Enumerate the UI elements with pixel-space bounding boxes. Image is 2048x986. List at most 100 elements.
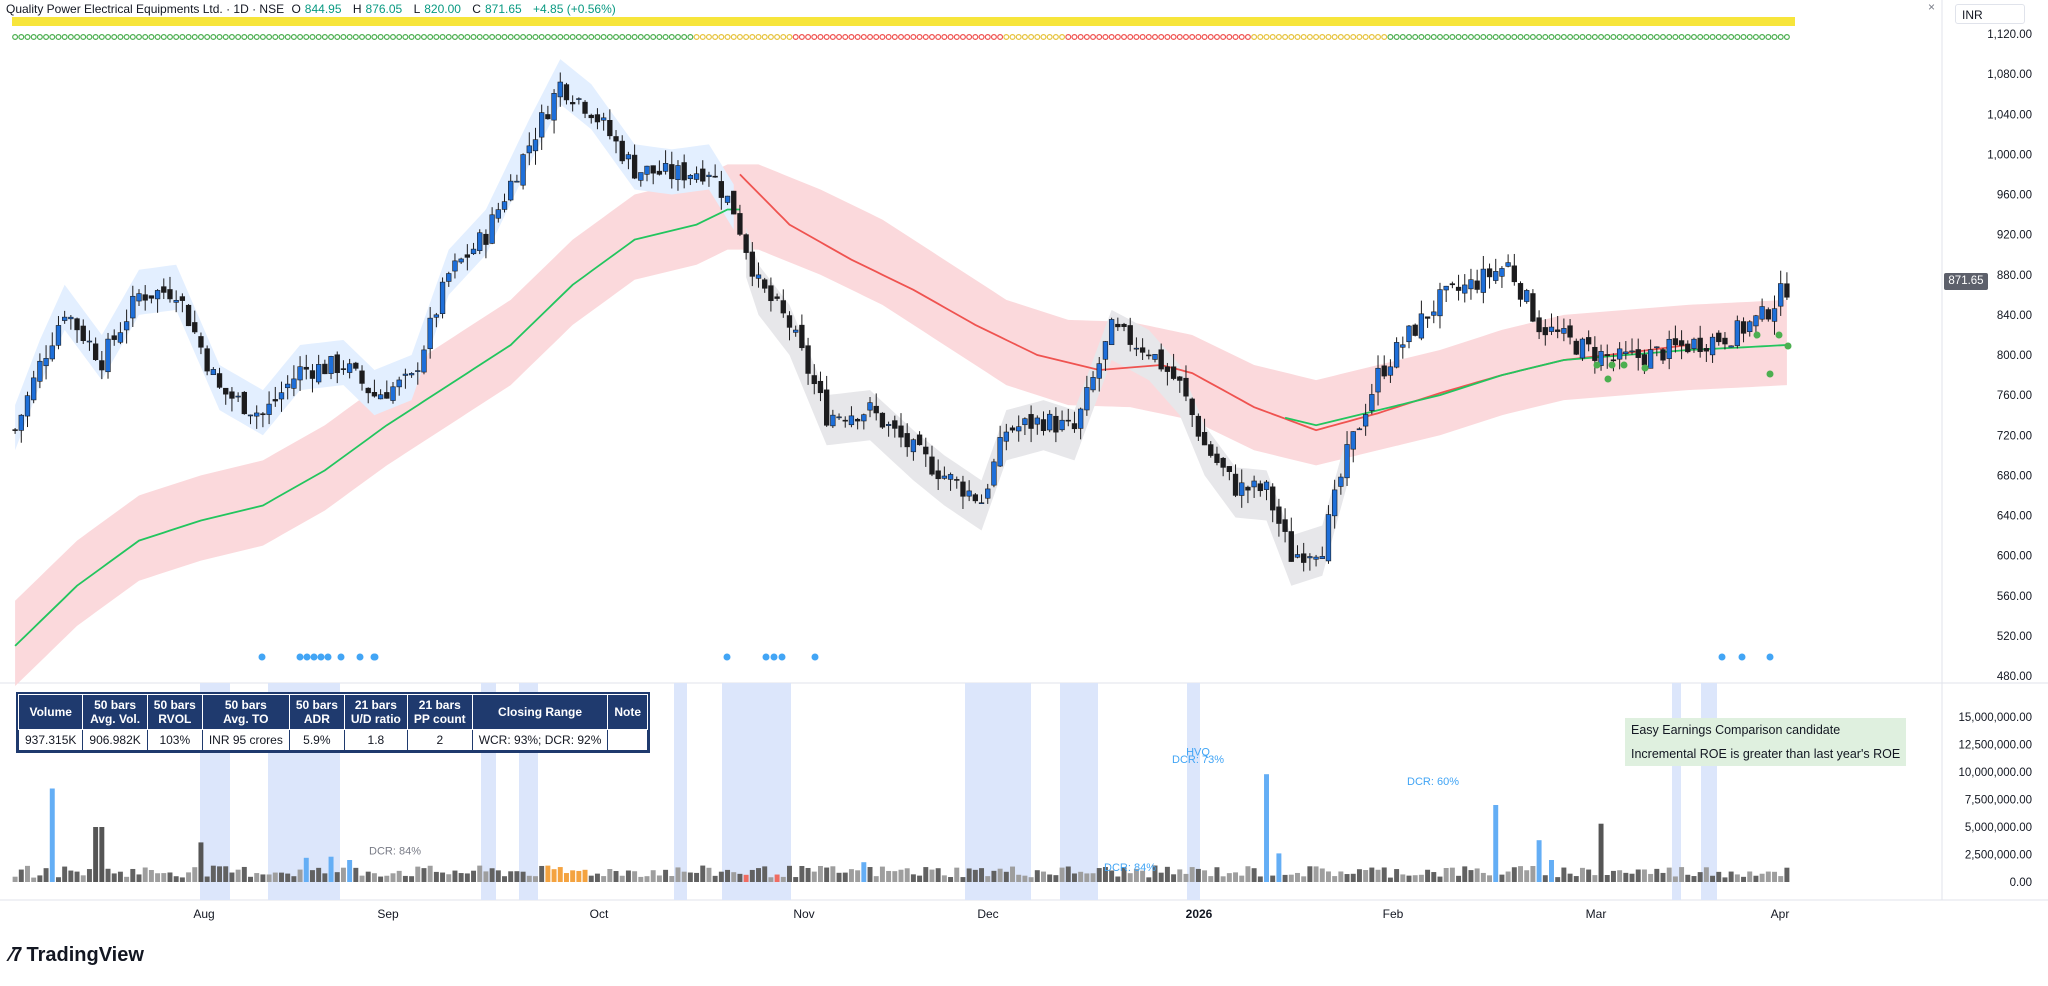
candle-body-192 [1201, 431, 1208, 446]
price-tick-8: 800.00 [1997, 350, 2032, 362]
status-dot-222 [1387, 33, 1394, 40]
candle-body-110 [693, 173, 700, 180]
candle-body-89 [563, 84, 570, 101]
volume-bar-245 [1530, 866, 1536, 882]
status-dot-142 [891, 33, 898, 40]
candle-body-271 [1691, 338, 1697, 349]
volume-bar-110 [694, 872, 700, 882]
status-dot-262 [1635, 33, 1642, 40]
status-dot-201 [1257, 33, 1264, 40]
status-dot-190 [1189, 33, 1196, 40]
volume-bar-262 [1635, 869, 1641, 882]
volume-bar-159 [997, 868, 1003, 882]
close-label: C [472, 2, 481, 16]
status-dot-141 [885, 33, 892, 40]
volume-bar-143 [898, 869, 904, 882]
candle-body-95 [600, 117, 607, 121]
status-dot-264 [1647, 33, 1654, 40]
status-dot-250 [1560, 33, 1567, 40]
status-dot-149 [935, 33, 942, 40]
candle-body-8 [62, 316, 68, 321]
candle-body-229 [1431, 311, 1437, 316]
candle-body-53 [340, 368, 347, 370]
candle-body-243 [1517, 283, 1524, 300]
volume-bar-238 [1487, 875, 1493, 882]
volume-bar-153 [960, 877, 966, 882]
status-dot-46 [297, 33, 304, 40]
status-dot-48 [309, 33, 316, 40]
status-dot-18 [123, 33, 130, 40]
volume-bar-41 [266, 874, 272, 882]
status-dot-140 [879, 33, 886, 40]
volume-bar-216 [1350, 873, 1356, 882]
candle-body-23 [154, 290, 161, 300]
candle-body-46 [297, 366, 303, 381]
status-dot-73 [464, 33, 471, 40]
volume-bar-107 [675, 867, 681, 882]
time-label-6: Feb [1383, 907, 1404, 921]
volume-bar-256 [1598, 823, 1604, 882]
candle-body-62 [396, 379, 402, 388]
currency-selector[interactable]: INR [1955, 4, 2025, 24]
candle-body-204 [1276, 506, 1282, 524]
status-dot-212 [1325, 33, 1332, 40]
volume-bar-186 [1164, 866, 1170, 882]
price-tick-1: 1,080.00 [1987, 69, 2032, 81]
volume-bar-272 [1697, 872, 1703, 882]
status-dot-205 [1282, 33, 1289, 40]
volume-bar-71 [452, 870, 458, 882]
status-dot-133 [836, 33, 843, 40]
volume-bar-195 [1220, 876, 1226, 882]
status-dot-208 [1300, 33, 1307, 40]
volume-bar-235 [1468, 870, 1474, 882]
brand-name: TradingView [26, 944, 144, 966]
candle-body-268 [1672, 338, 1679, 346]
candle-body-80 [508, 180, 514, 201]
candle-body-187 [1170, 366, 1177, 379]
time-label-4: Dec [977, 907, 998, 921]
status-dot-286 [1783, 33, 1790, 40]
candle-body-126 [793, 329, 799, 333]
volume-bar-91 [576, 870, 582, 882]
candle-body-113 [712, 175, 718, 178]
status-dot-72 [458, 33, 465, 40]
tradingview-logo[interactable]: ⁄7 TradingView [10, 944, 144, 967]
close-icon[interactable]: × [1928, 0, 1936, 14]
status-dot-129 [811, 33, 818, 40]
candle-body-282 [1759, 306, 1765, 320]
volume-bar-189 [1183, 873, 1189, 882]
candle-body-234 [1462, 284, 1468, 294]
candle-body-240 [1499, 268, 1505, 277]
volume-bar-141 [886, 870, 892, 882]
volume-bar-236 [1474, 868, 1480, 882]
candle-body-76 [483, 233, 489, 245]
candle-body-270 [1685, 343, 1691, 353]
status-dot-102 [643, 33, 650, 40]
status-dot-276 [1721, 33, 1728, 40]
volume-tick-4: 5,000,000.00 [1965, 822, 2032, 834]
status-dot-6 [49, 33, 56, 40]
candle-body-260 [1623, 351, 1629, 355]
status-dot-273 [1703, 33, 1710, 40]
volume-bar-48 [309, 870, 315, 882]
volume-bar-13 [93, 827, 99, 882]
status-dot-77 [489, 33, 496, 40]
time-label-1: Sep [377, 907, 399, 921]
time-label-0: Aug [193, 907, 214, 921]
status-dot-176 [1102, 33, 1109, 40]
volume-bar-87 [551, 869, 557, 882]
candle-body-220 [1375, 367, 1381, 393]
volume-bar-250 [1561, 867, 1567, 882]
volume-bar-137 [861, 862, 867, 882]
status-dot-85 [538, 33, 545, 40]
candle-body-191 [1195, 415, 1202, 437]
status-dot-128 [805, 33, 812, 40]
volume-bar-45 [291, 876, 297, 882]
status-dot-219 [1368, 33, 1375, 40]
volume-bar-9 [68, 870, 74, 882]
last-price-label: 871.65 [1944, 273, 1988, 290]
stats-header-1: 50 bars Avg. Vol. [82, 694, 148, 730]
candle-body-233 [1455, 286, 1462, 291]
volume-bar-283 [1765, 871, 1771, 882]
